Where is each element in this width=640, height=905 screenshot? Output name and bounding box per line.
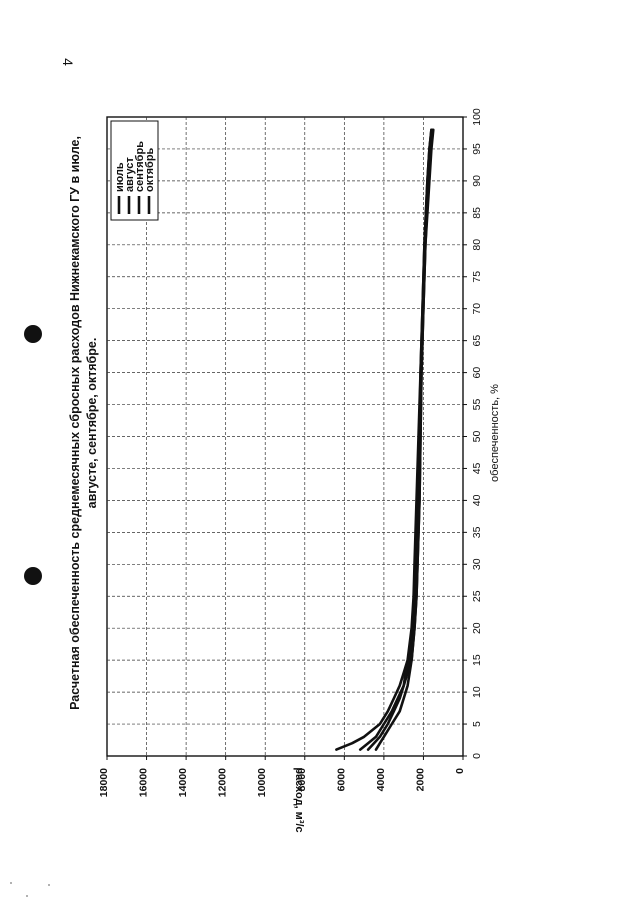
scan-speck (48, 884, 50, 886)
x-tick-label: 25 (471, 590, 483, 602)
x-tick-label: 15 (471, 654, 483, 666)
x-tick-label: 85 (471, 207, 483, 219)
x-tick-label: 20 (471, 622, 483, 634)
y-tick-label: 10000 (256, 768, 268, 797)
x-tick-label: 100 (471, 108, 483, 126)
y-tick-label: 12000 (217, 768, 229, 797)
series-lines (335, 128, 435, 751)
x-tick-label: 45 (471, 462, 483, 474)
y-tick-label: 8000 (296, 768, 308, 792)
x-tick-label: 10 (471, 686, 483, 698)
series-line (374, 128, 435, 751)
y-tick-label: 0 (454, 768, 466, 774)
y-tick-label: 2000 (414, 768, 426, 792)
grid (107, 117, 463, 756)
x-tick-label: 75 (471, 271, 483, 283)
x-tick-label: 70 (471, 303, 483, 315)
plot-area (106, 116, 467, 760)
x-tick-label: 50 (471, 431, 483, 443)
punch-hole (24, 567, 42, 585)
x-tick-labels: 0 5 10 15 20 25 30 35 40 45 50 55 60 65 70 75 80 85 90 95 10… (471, 108, 483, 759)
y-tick-label: 18000 (98, 768, 110, 797)
legend-label: июль (114, 162, 126, 192)
y-tick-label: 16000 (138, 768, 150, 797)
x-tick-label: 30 (471, 558, 483, 570)
y-tick-label: 6000 (335, 768, 347, 792)
x-tick-label: 55 (471, 399, 483, 411)
x-tick-label: 80 (471, 239, 483, 251)
scan-speck (10, 882, 12, 884)
y-tick-label: 4000 (375, 768, 387, 792)
x-axis-label: обеспеченность, % (489, 384, 501, 482)
y-axis-label: расход, м³/с (293, 767, 305, 832)
legend-label: сентябрь (134, 141, 146, 192)
y-tick-labels: 0 2000 4000 6000 8000 10000 12000 14000 16000 180… (98, 768, 466, 797)
x-tick-label: 95 (471, 143, 483, 155)
y-tick-label: 14000 (177, 768, 189, 797)
legend-label: август (124, 157, 136, 192)
x-tick-label: 5 (471, 721, 483, 727)
x-tick-label: 40 (471, 494, 483, 506)
chart-title-line-2: августе, сентябре, октябре. (85, 338, 99, 509)
legend-label: октябрь (144, 147, 156, 192)
x-tick-label: 65 (471, 335, 483, 347)
chart-title-line-1: Расчетная обеспеченность среднемесячных … (68, 136, 82, 710)
x-tick-label: 60 (471, 367, 483, 379)
scan-speck (26, 895, 28, 897)
x-tick-label: 90 (471, 175, 483, 187)
x-tick-label: 35 (471, 526, 483, 538)
punch-hole (24, 325, 42, 343)
x-tick-label: 0 (471, 753, 483, 759)
